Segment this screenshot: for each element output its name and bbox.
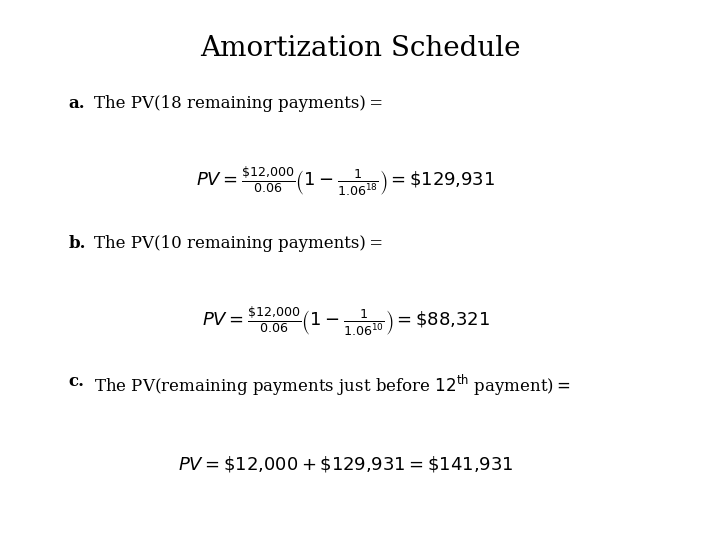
Text: a.: a.: [68, 94, 85, 111]
Text: b.: b.: [68, 235, 86, 252]
Text: The PV(18 remaining payments) =: The PV(18 remaining payments) =: [94, 94, 383, 111]
Text: $PV = \$12{,}000 + \$129{,}931 = \$141{,}931$: $PV = \$12{,}000 + \$129{,}931 = \$141{,…: [178, 454, 513, 474]
Text: $PV = \frac{\$12{,}000}{0.06}\left(1 - \frac{1}{1.06^{18}}\right) = \$129{,}931$: $PV = \frac{\$12{,}000}{0.06}\left(1 - \…: [196, 165, 495, 198]
Text: The PV(10 remaining payments) =: The PV(10 remaining payments) =: [94, 235, 383, 252]
Text: $PV = \frac{\$12{,}000}{0.06}\left(1 - \frac{1}{1.06^{10}}\right) = \$88{,}321$: $PV = \frac{\$12{,}000}{0.06}\left(1 - \…: [202, 305, 490, 339]
Text: Amortization Schedule: Amortization Schedule: [199, 35, 521, 62]
Text: The PV(remaining payments just before $12^{\rm th}$ payment)$=$: The PV(remaining payments just before $1…: [94, 373, 570, 398]
Text: c.: c.: [68, 373, 84, 389]
